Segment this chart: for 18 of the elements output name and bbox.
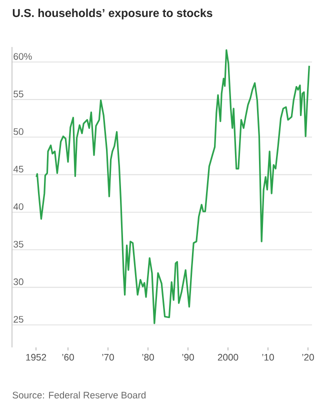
y-tick-label: 30	[14, 278, 24, 286]
y-tick-label: 60%	[14, 53, 32, 60]
y-tick-label: 35	[14, 240, 24, 248]
x-tick-label: ’70	[102, 354, 114, 361]
y-tick-label: 40	[13, 203, 24, 210]
chart-title: U.S. households’ exposure to stocks	[12, 8, 212, 20]
y-tick-label: 25	[14, 316, 24, 323]
x-tick-label: ’20	[302, 354, 314, 361]
x-tick-label: 2000	[218, 354, 238, 361]
x-tick-label: ’90	[182, 354, 194, 361]
x-tick-label: ’80	[142, 354, 154, 361]
y-tick-label: 45	[13, 166, 24, 172]
x-tick-label: ’10	[262, 354, 274, 361]
source-note: Source: Federal Reserve Board	[12, 392, 146, 398]
y-tick-label: 50	[14, 128, 24, 135]
y-tick-label: 55	[14, 90, 24, 98]
x-tick-label: 1952	[26, 354, 46, 361]
x-tick-label: ’60	[62, 354, 74, 361]
